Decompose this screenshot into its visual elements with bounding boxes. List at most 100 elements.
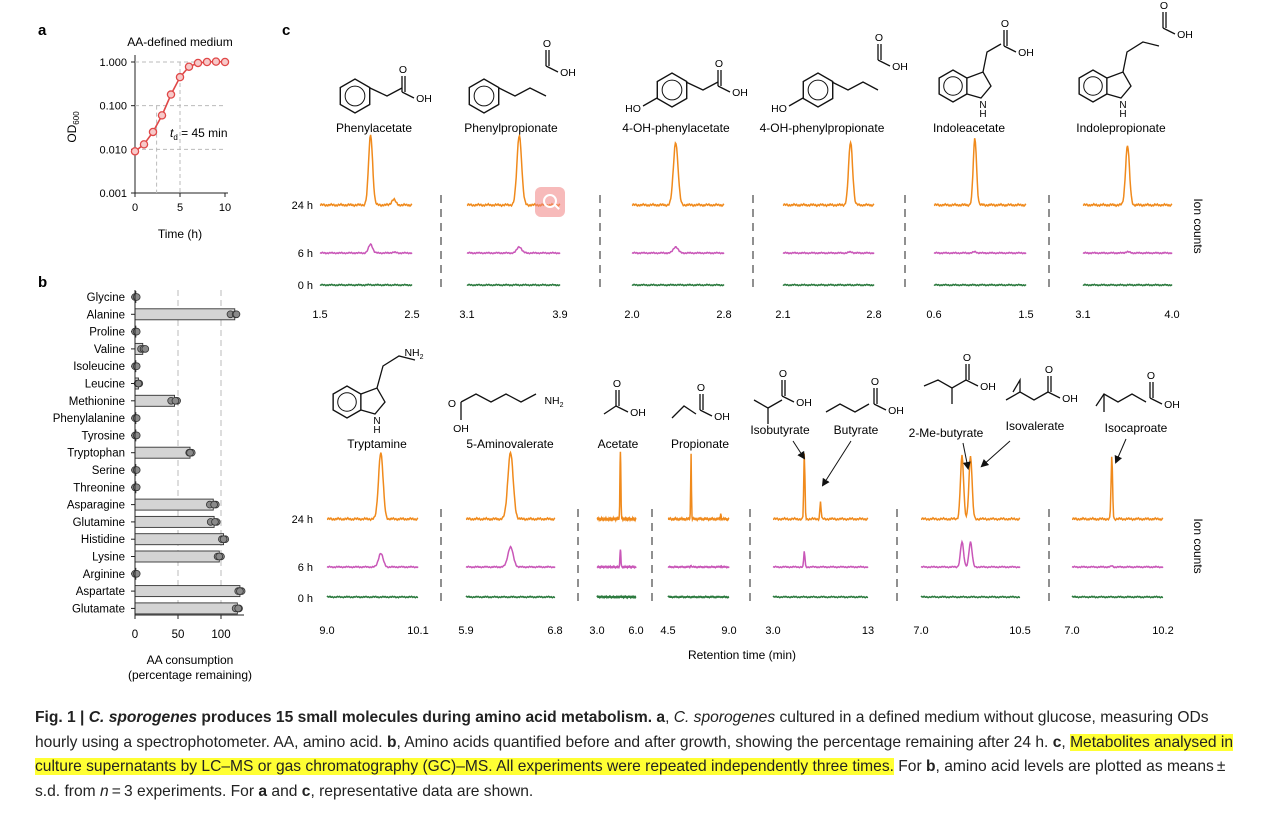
chromatogram-trace-h0 (920, 595, 1021, 599)
chromatogram-trace-h6 (772, 551, 869, 569)
atom-label: O (779, 368, 787, 380)
caption-fig-label: Fig. 1 | (35, 709, 85, 726)
hydroxyl-bond (699, 409, 713, 417)
replicate-point (132, 414, 141, 422)
y-tick-label: 0.001 (99, 188, 127, 200)
metabolite-name: Propionate (671, 437, 729, 451)
x-tick-label: 0 (132, 202, 138, 214)
peak-arrow (962, 442, 971, 470)
aromatic-circle (807, 79, 829, 101)
rt-axis-end: 10.2 (1152, 625, 1173, 637)
atom-label: O (697, 382, 705, 394)
replicate-point (134, 379, 143, 388)
peak-arrow (821, 440, 852, 487)
panel-label-c: c (282, 22, 290, 39)
aromatic-circle (943, 76, 963, 96)
bond (767, 399, 783, 409)
growth-curve-panel: AA-defined medium 1.000 0.100 0.010 0.001 0… (65, 35, 233, 241)
time-label: 24 h (292, 514, 313, 526)
consumption-bar (134, 308, 236, 321)
rt-axis-end: 2.8 (866, 309, 881, 321)
benzene-ring (802, 72, 834, 108)
figure-1: a b c AA-defined medium 1.000 0.100 0.010 0… (38, 0, 1205, 682)
consumption-x-label-line1: AA consumption (147, 653, 234, 667)
atom-label: O (1160, 0, 1168, 12)
indole-pyrrole (360, 387, 386, 415)
metabolite-name: Isocaproate (1105, 421, 1168, 435)
bond (498, 87, 547, 97)
amino-acid-label: Tyrosine (82, 430, 125, 442)
replicate-point (186, 448, 194, 457)
data-point (157, 111, 167, 120)
chromatogram-trace-h0 (326, 595, 419, 599)
atom-label: O (613, 378, 621, 390)
atom-label: HO (625, 103, 641, 115)
caption-panel-b: , Amino acids quantified before and afte… (396, 733, 1049, 751)
atom-label: N (979, 100, 986, 111)
bond (923, 379, 967, 389)
replicate-point (132, 293, 141, 301)
amino-acid-label: Aspartate (76, 586, 125, 598)
replicate-point (219, 535, 228, 543)
replicate-point (215, 552, 224, 561)
consumption-bar (134, 446, 191, 459)
atom-label: O (448, 398, 456, 410)
chromatogram-trace-h6 (319, 242, 413, 255)
amino-acid-label: Threonine (73, 482, 125, 494)
rt-axis-start: 2.0 (624, 309, 639, 321)
hydroxyl-bond (401, 91, 415, 99)
hydroxyl-bond (1162, 27, 1176, 35)
hydroxyl-bond (781, 395, 795, 403)
chromatogram-trace-h6 (326, 552, 419, 569)
bond (671, 405, 697, 419)
panel-label-a: a (38, 22, 47, 39)
consumption-bar (134, 602, 238, 615)
data-point (175, 72, 185, 82)
replicate-point (132, 327, 141, 336)
rt-axis-end: 4.0 (1164, 309, 1179, 321)
atom-label: H (1119, 109, 1126, 120)
atom-label: O (543, 38, 551, 50)
metabolite-name: Acetate (598, 437, 639, 451)
metabolite-name: Isobutyrate (750, 423, 810, 437)
rt-axis-start: 3.1 (1075, 309, 1090, 321)
metabolite-name: Tryptamine (347, 437, 407, 451)
zoom-search-icon[interactable] (535, 187, 565, 217)
atom-label: OH (980, 381, 996, 393)
rt-axis-start: 4.5 (660, 625, 675, 637)
atom-label: O (1147, 370, 1155, 382)
replicate-point (132, 483, 141, 492)
rt-axis-start: 9.0 (319, 625, 334, 637)
growth-y-label: OD600 (65, 111, 81, 143)
chromatogram-trace-h24 (596, 451, 637, 523)
benzene-ring (468, 78, 500, 114)
y-tick-label: 1.000 (99, 57, 127, 69)
chromatogram-trace-h0 (1082, 283, 1173, 287)
hydroxyl-bond (873, 403, 887, 411)
hydroxyl-bond (545, 65, 559, 73)
chromatogram-trace-h0 (465, 595, 556, 599)
rt-axis-start: 3.1 (459, 309, 474, 321)
hydroxyl-bond (615, 405, 629, 413)
chromatogram-trace-h0 (631, 283, 725, 287)
consumption-x-label-line2: (percentage remaining) (128, 668, 252, 682)
atom-label: O (1045, 364, 1053, 376)
chromatogram-trace-h6 (596, 549, 637, 570)
growth-x-label: Time (h) (158, 227, 202, 241)
metabolite-name: Phenylacetate (336, 121, 412, 135)
metabolite-name: 2-Me-butyrate (909, 426, 984, 440)
atom-label: OH (1177, 29, 1193, 41)
chromatogram-trace-h24 (1082, 145, 1173, 208)
indole-benzene (938, 69, 968, 103)
atom-label: H (979, 109, 986, 120)
indole-benzene (1078, 69, 1108, 103)
data-point (193, 58, 203, 68)
aromatic-circle (473, 85, 495, 107)
chromatogram-trace-h24 (920, 454, 1021, 522)
amino-acid-label: Arginine (83, 569, 125, 581)
aromatic-circle (661, 79, 683, 101)
rt-axis-end: 10.1 (407, 625, 428, 637)
doubling-time-annotation: td = 45 min (170, 126, 228, 142)
atom-label: OH (732, 87, 748, 99)
